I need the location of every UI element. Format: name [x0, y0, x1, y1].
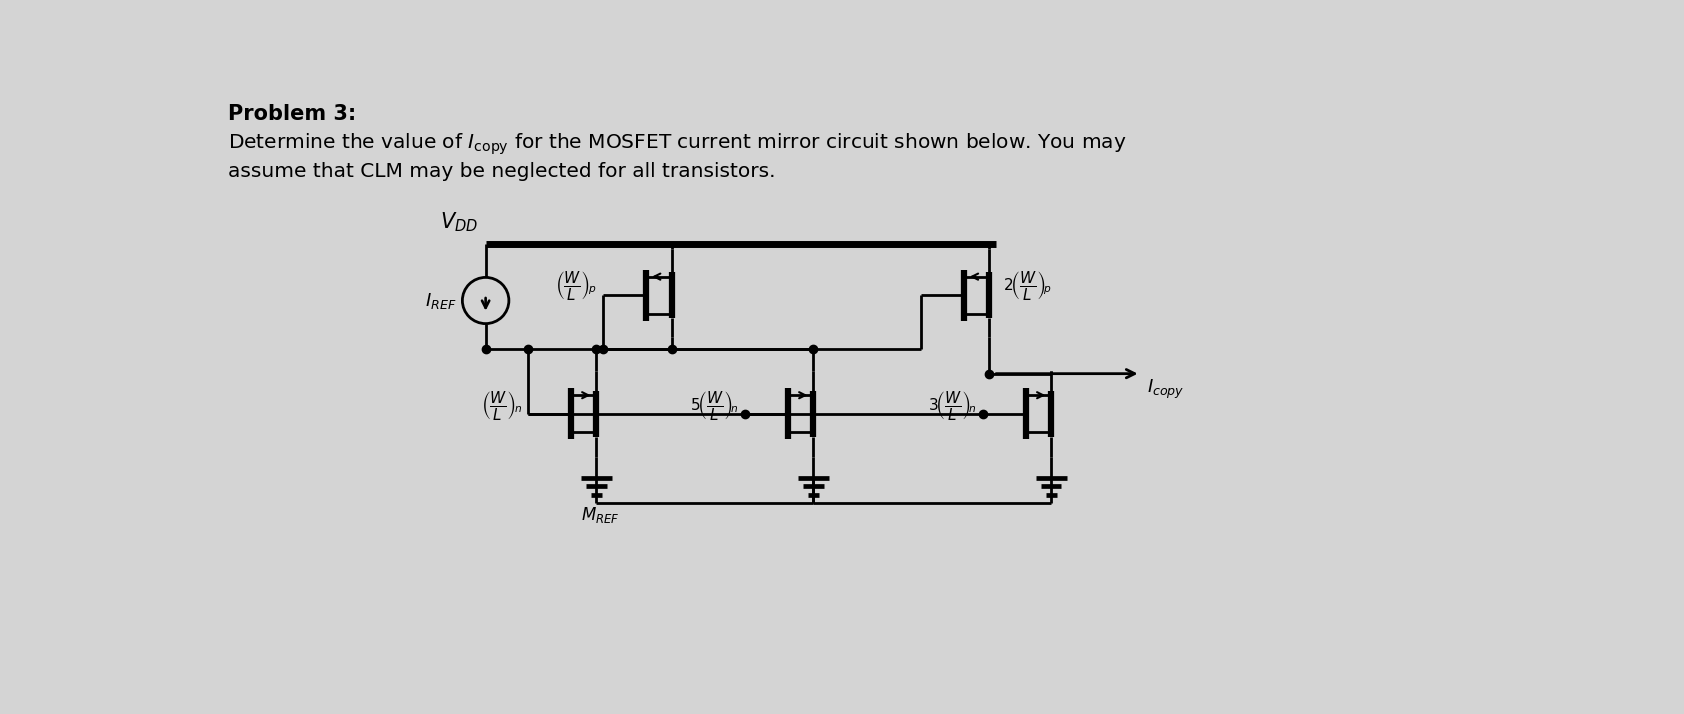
Text: assume that CLM may be neglected for all transistors.: assume that CLM may be neglected for all…	[227, 162, 775, 181]
Text: Determine the value of $I_{\mathrm{copy}}$ for the MOSFET current mirror circuit: Determine the value of $I_{\mathrm{copy}…	[227, 131, 1127, 156]
Text: $V_{DD}$: $V_{DD}$	[440, 210, 478, 233]
Text: $\left(\dfrac{W}{L}\right)_{\!p}$: $\left(\dfrac{W}{L}\right)_{\!p}$	[556, 269, 598, 303]
Text: Problem 3:: Problem 3:	[227, 104, 355, 124]
Text: $\left(\dfrac{W}{L}\right)_{\!n}$: $\left(\dfrac{W}{L}\right)_{\!n}$	[480, 390, 522, 423]
Text: $2\!\left(\dfrac{W}{L}\right)_{\!p}$: $2\!\left(\dfrac{W}{L}\right)_{\!p}$	[1004, 269, 1052, 303]
Text: $3\!\left(\dfrac{W}{L}\right)_{\!n}$: $3\!\left(\dfrac{W}{L}\right)_{\!n}$	[928, 390, 977, 423]
Text: $M_{REF}$: $M_{REF}$	[581, 506, 620, 526]
Text: $I_{REF}$: $I_{REF}$	[424, 291, 456, 311]
Text: $5\!\left(\dfrac{W}{L}\right)_{\!n}$: $5\!\left(\dfrac{W}{L}\right)_{\!n}$	[690, 390, 739, 423]
Text: $I_{copy}$: $I_{copy}$	[1147, 378, 1184, 401]
